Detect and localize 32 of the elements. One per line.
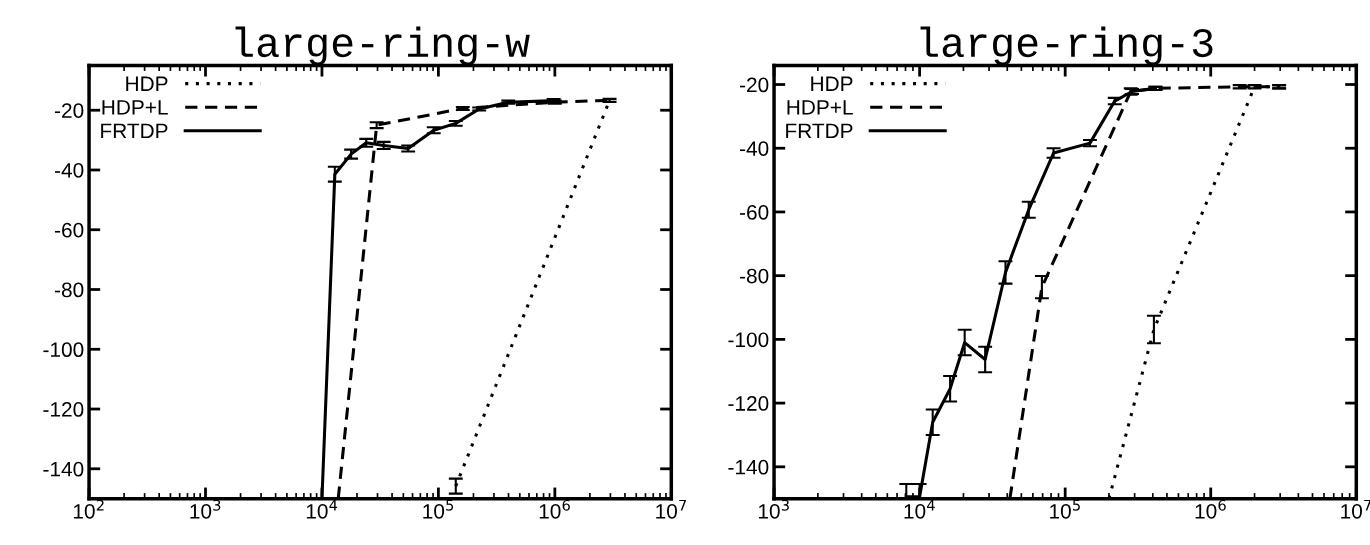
legend-label: HDP+L: [102, 100, 168, 115]
y-tick-label: -40: [55, 162, 84, 178]
y-tick-label: -100: [43, 342, 84, 358]
y-tick-label: -60: [740, 204, 769, 220]
x-tick-label: 10$^{3}$: [758, 499, 789, 519]
x-tick-label: 10$^{6}$: [1195, 499, 1226, 519]
y-tick-label: -20: [740, 77, 769, 93]
legend-label: HDP: [811, 76, 853, 91]
y-tick-label: -80: [55, 282, 84, 298]
x-tick-label: 10$^{2}$: [73, 499, 104, 519]
y-tick-label: -140: [728, 459, 769, 475]
x-tick-label: 10$^{5}$: [1050, 499, 1080, 519]
y-tick-label: -100: [728, 332, 769, 348]
x-tick-label: 10$^{6}$: [539, 499, 570, 519]
y-tick-label: -20: [55, 103, 84, 118]
x-tick-label: 10$^{4}$: [306, 499, 338, 519]
legend-label: FRTDP: [786, 123, 853, 139]
y-tick-label: -120: [43, 402, 84, 417]
chart-title: large-ring-3: [920, 26, 1213, 66]
legend-label: HDP+L: [787, 100, 853, 115]
legend-label: FRTDP: [101, 123, 168, 139]
chart-title: large-ring-w: [235, 26, 530, 66]
legend-label: HDP: [126, 76, 168, 91]
y-tick-label: -40: [740, 141, 769, 156]
x-tick-label: 10$^{7}$: [656, 499, 687, 519]
x-tick-label: 10$^{3}$: [190, 499, 221, 519]
y-tick-label: -80: [740, 268, 769, 284]
y-tick-label: -140: [43, 461, 84, 477]
x-tick-label: 10$^{5}$: [423, 499, 454, 519]
y-tick-label: -120: [728, 396, 769, 411]
y-tick-label: -60: [55, 222, 84, 238]
x-tick-label: 10$^{4}$: [904, 499, 935, 519]
